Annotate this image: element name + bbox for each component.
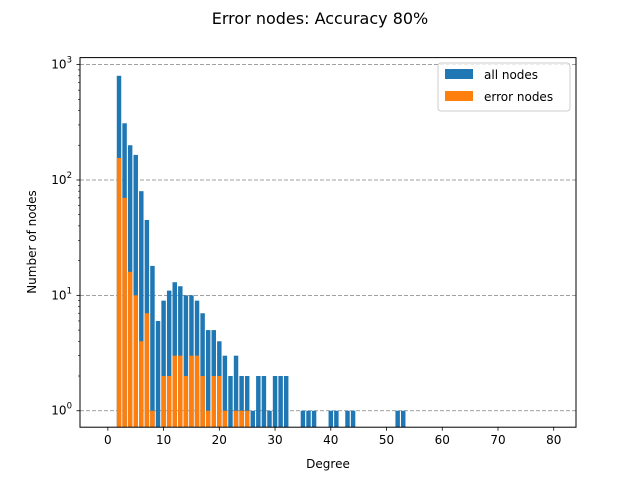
x-tick-label: 10 <box>156 433 171 447</box>
bar-error-nodes <box>239 410 244 428</box>
bar-error-nodes <box>233 410 239 428</box>
x-axis-label: Degree <box>306 457 350 471</box>
y-tick-label: 103 <box>51 56 72 72</box>
bar-all-nodes <box>244 376 250 428</box>
bar-all-nodes <box>222 355 228 428</box>
bar-all-nodes <box>283 376 289 428</box>
bar-error-nodes <box>200 376 205 428</box>
bar-error-nodes <box>189 355 194 428</box>
bar-all-nodes <box>300 410 306 428</box>
chart-title: Error nodes: Accuracy 80% <box>212 9 429 28</box>
bar-all-nodes <box>233 355 239 428</box>
x-tick-label: 60 <box>435 433 450 447</box>
bar-all-nodes <box>395 410 400 428</box>
bar-error-nodes <box>122 197 127 428</box>
bar-error-nodes <box>150 410 155 428</box>
bar-all-nodes <box>150 265 155 428</box>
bar-all-nodes <box>401 410 406 428</box>
x-tick-label: 80 <box>546 433 561 447</box>
x-axis: 0 10 20 30 40 50 60 70 80 <box>104 427 561 447</box>
bar-all-nodes <box>267 410 272 428</box>
bar-all-nodes <box>345 410 350 428</box>
bar-all-nodes <box>200 313 205 428</box>
bar-error-nodes <box>222 410 228 428</box>
bar-all-nodes <box>261 376 267 428</box>
bar-error-nodes <box>178 355 183 428</box>
bar-error-nodes <box>211 376 216 428</box>
x-tick-label: 30 <box>267 433 282 447</box>
bar-all-nodes <box>161 300 166 428</box>
legend-label-error-nodes: error nodes <box>484 90 553 104</box>
plot-area-frame <box>79 57 577 428</box>
legend-label-all-nodes: all nodes <box>484 68 538 82</box>
bar-all-nodes <box>155 320 161 428</box>
bar-error-nodes <box>139 341 144 428</box>
bar-all-nodes <box>228 376 233 428</box>
y-tick-label: 101 <box>51 286 72 302</box>
bar-all-nodes <box>239 376 244 428</box>
bar-all-nodes <box>334 410 339 428</box>
bar-all-nodes <box>205 330 211 428</box>
x-tick-label: 20 <box>212 433 227 447</box>
bar-all-nodes <box>350 410 356 428</box>
legend-swatch-all-nodes <box>445 69 473 79</box>
bar-all-nodes <box>256 376 261 428</box>
bar-all-nodes <box>250 410 255 428</box>
bar-error-nodes <box>127 271 133 428</box>
legend-swatch-error-nodes <box>445 91 473 101</box>
bar-all-nodes <box>272 376 278 428</box>
bar-all-nodes <box>311 410 317 428</box>
bar-all-nodes <box>166 290 172 428</box>
bar-error-nodes <box>194 355 200 428</box>
bar-error-nodes <box>172 355 177 428</box>
y-axis-label: Number of nodes <box>25 190 39 294</box>
bar-error-nodes <box>244 410 250 428</box>
x-tick-label: 70 <box>490 433 505 447</box>
bar-all-nodes <box>139 191 144 428</box>
bar-all-nodes <box>133 154 138 428</box>
bar-error-nodes <box>205 410 211 428</box>
y-axis: 100 101 102 103 <box>51 56 80 418</box>
bar-error-nodes <box>161 376 166 428</box>
x-tick-label: 0 <box>104 433 112 447</box>
bar-error-nodes <box>116 158 122 428</box>
bar-all-nodes <box>306 410 311 428</box>
legend: all nodes error nodes <box>437 62 571 112</box>
bar-all-nodes <box>172 282 177 428</box>
bar-error-nodes <box>183 376 189 428</box>
bar-error-nodes <box>133 295 138 428</box>
y-tick-label: 100 <box>51 402 72 418</box>
bar-all-nodes <box>183 295 189 428</box>
y-tick-label: 102 <box>51 171 72 187</box>
x-tick-label: 50 <box>379 433 394 447</box>
series-all-nodes <box>116 75 406 428</box>
bar-error-nodes <box>217 376 222 428</box>
bar-all-nodes <box>278 376 283 428</box>
x-tick-label: 40 <box>323 433 338 447</box>
bar-error-nodes <box>166 376 172 428</box>
bar-error-nodes <box>144 313 150 428</box>
series-error-nodes <box>116 158 250 428</box>
bar-all-nodes <box>328 410 334 428</box>
grid-lines <box>80 64 576 412</box>
